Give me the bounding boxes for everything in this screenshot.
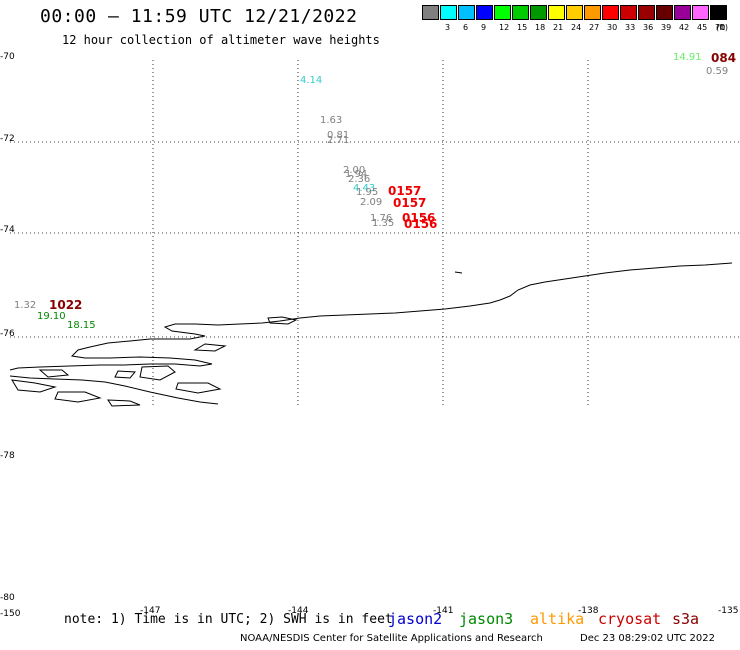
latitude-label: -78 [0, 451, 15, 461]
latitude-label: -72 [0, 134, 15, 144]
wave-height-label: 1.35 [372, 218, 395, 229]
legend-swatch [638, 5, 655, 20]
longitude-label: -135 [718, 606, 739, 616]
coastline [9, 262, 733, 407]
longitude-label: -147 [140, 606, 161, 616]
legend-swatch [566, 5, 583, 20]
legend-swatch [512, 5, 529, 20]
page-subtitle: 12 hour collection of altimeter wave hei… [62, 33, 380, 47]
legend-value: 39 [661, 23, 672, 32]
legend-value: 15 [517, 23, 528, 32]
legend-swatch [548, 5, 565, 20]
legend-swatch [674, 5, 691, 20]
wave-height-label: 1.76 [370, 213, 393, 224]
satellite-name: s3a [672, 610, 700, 628]
legend-swatch [656, 5, 673, 20]
wave-height-label: 14.91 [673, 52, 702, 63]
wave-height-label: 4.43 [353, 183, 376, 194]
longitude-label: -144 [288, 606, 309, 616]
wave-height-label: 0157 [388, 184, 422, 198]
wave-height-label: 1.63 [320, 115, 343, 126]
wave-height-label: 1.95 [356, 187, 379, 198]
graticule [10, 60, 740, 405]
longitude-label: -141 [433, 606, 454, 616]
latitude-label: -76 [0, 329, 15, 339]
legend-value: 24 [571, 23, 582, 32]
wave-height-label: 1.94 [345, 169, 368, 180]
credit-line: NOAA/NESDIS Center for Satellite Applica… [240, 633, 543, 644]
satellite-name: jason3 [459, 610, 514, 628]
latitude-label: -70 [0, 52, 15, 62]
wave-height-label: 2.00 [343, 165, 366, 176]
legend-value: 42 [679, 23, 690, 32]
wave-height-label: 0156 [402, 211, 436, 225]
legend-value: 18 [535, 23, 546, 32]
legend-swatch [440, 5, 457, 20]
legend-swatch [494, 5, 511, 20]
satellite-name: altika [530, 610, 585, 628]
latitude-label: -80 [0, 593, 15, 603]
legend-value: 70 [715, 23, 726, 32]
legend-value: 6 [463, 23, 469, 32]
legend-value: 12 [499, 23, 510, 32]
legend-value: 33 [625, 23, 636, 32]
longitude-label: -150 [0, 609, 21, 619]
wave-height-label: 2.09 [360, 197, 383, 208]
legend-value: 21 [553, 23, 564, 32]
wave-height-label: 1022 [49, 298, 83, 312]
legend-swatch [422, 5, 439, 20]
wave-height-label: 0157 [393, 196, 427, 210]
generation-timestamp: Dec 23 08:29:02 UTC 2022 [580, 633, 715, 644]
legend-value: 9 [481, 23, 487, 32]
legend-swatch [458, 5, 475, 20]
longitude-label: -138 [578, 606, 599, 616]
legend-swatch [620, 5, 637, 20]
wave-height-label: 0.59 [706, 66, 729, 77]
latitude-label: -74 [0, 225, 15, 235]
legend-swatch [710, 5, 727, 20]
wave-height-label: 2.36 [348, 174, 371, 185]
legend-value: 30 [607, 23, 618, 32]
footer-note: note: 1) Time is in UTC; 2) SWH is in fe… [64, 612, 393, 627]
satellite-name: cryosat [598, 610, 662, 628]
legend-swatch [692, 5, 709, 20]
wave-height-label: 18.15 [67, 320, 96, 331]
wave-height-label: 0156 [404, 217, 438, 231]
legend-swatch [602, 5, 619, 20]
wave-height-label: 4.14 [300, 75, 323, 86]
legend-unit: (ft) [716, 23, 729, 32]
legend-swatch [584, 5, 601, 20]
page-title: 00:00 – 11:59 UTC 12/21/2022 [40, 6, 358, 27]
legend-value: 36 [643, 23, 654, 32]
legend-value: 3 [445, 23, 451, 32]
wave-height-label: 2.71 [327, 135, 350, 146]
legend-value: 27 [589, 23, 600, 32]
legend-value: 45 [697, 23, 708, 32]
wave-height-label: 0.81 [327, 130, 350, 141]
wave-height-label: 19.10 [37, 311, 66, 322]
wave-height-label: 1.32 [14, 300, 37, 311]
legend-swatch [530, 5, 547, 20]
legend-swatch [476, 5, 493, 20]
wave-height-label: 084 [711, 51, 737, 65]
satellite-name: jason2 [388, 610, 443, 628]
